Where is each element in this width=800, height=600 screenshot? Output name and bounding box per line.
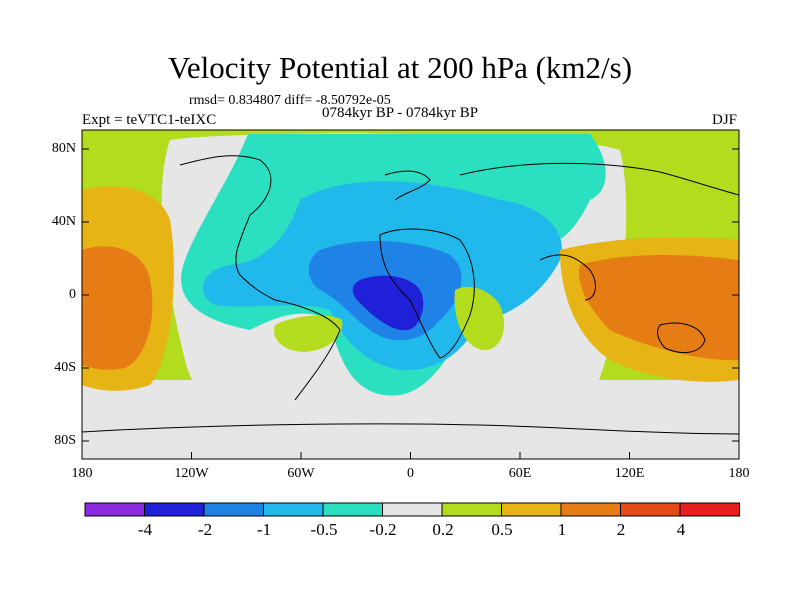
positive-strong-west [82, 246, 153, 370]
stats-subtitle: rmsd= 0.834807 diff= -8.50792e-05 [189, 93, 391, 108]
y-tick-label: 80N [51, 141, 76, 156]
southern-ocean-region [82, 380, 739, 459]
colorbar-label: -2 [197, 520, 213, 539]
colorbar [84, 502, 740, 517]
x-tick-label: 120W [174, 466, 209, 481]
colorbar-label: -0.2 [369, 520, 397, 539]
colorbar-swatch [501, 502, 562, 517]
x-tick-label: 180 [71, 466, 93, 481]
colorbar-swatch [620, 502, 681, 517]
positive-patch-madagascar [454, 286, 505, 350]
colorbar-label: -1 [256, 520, 272, 539]
negative-core-region [352, 275, 424, 331]
colorbar-label: 0.2 [432, 520, 454, 539]
colorbar-swatch [84, 502, 145, 517]
x-tick-label: 180 [728, 466, 750, 481]
x-tick-label: 120E [614, 466, 645, 481]
season-label: DJF [712, 112, 738, 128]
x-tick-label: 0 [407, 466, 414, 481]
contour-field [82, 130, 739, 459]
colorbar-label: -0.5 [310, 520, 338, 539]
positive-strong-east [579, 255, 739, 361]
colorbar-swatch [203, 502, 264, 517]
coastlines [82, 155, 739, 435]
axis-ticks [81, 148, 740, 459]
x-tick-label: 60E [508, 466, 532, 481]
colorbar-swatch [144, 502, 205, 517]
colorbar-swatch [679, 502, 740, 517]
map-title: Velocity Potential at 200 hPa (km2/s) [167, 50, 633, 85]
y-tick-label: 40N [51, 214, 76, 229]
colorbar-swatch [441, 502, 502, 517]
colorbar-swatch [263, 502, 324, 517]
x-tick-label: 60W [287, 466, 315, 481]
y-tick-label: 40S [54, 360, 76, 375]
positive-patch-south-america [274, 315, 343, 352]
y-tick-label: 0 [69, 287, 76, 302]
colorbar-label: 4 [676, 520, 686, 539]
colorbar-label: 0.5 [491, 520, 513, 539]
colorbar-label: -4 [137, 520, 153, 539]
colorbar-swatch [322, 502, 383, 517]
colorbar-label: 2 [616, 520, 626, 539]
period-label: 0784kyr BP - 0784kyr BP [322, 105, 479, 121]
y-tick-label: 80S [54, 433, 76, 448]
colorbar-label: 1 [557, 520, 567, 539]
colorbar-swatch [382, 502, 443, 517]
colorbar-swatch [560, 502, 621, 517]
experiment-label: Expt = teVTC1-teIXC [82, 112, 217, 128]
